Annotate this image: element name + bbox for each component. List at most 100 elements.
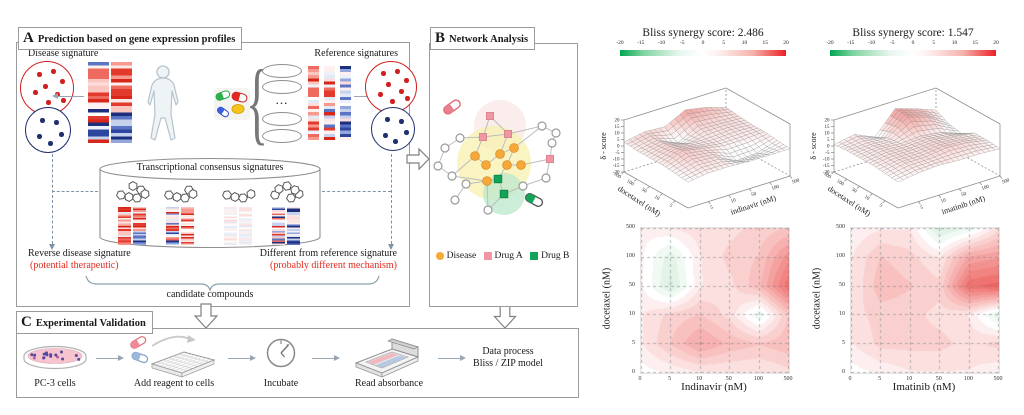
- step-arrow: [438, 358, 460, 359]
- tick-label: 5: [878, 376, 882, 382]
- svg-text:10: 10: [730, 198, 737, 204]
- network-node-other: [483, 205, 493, 215]
- disease-control-circle: [25, 107, 71, 153]
- consensus-strip-pair: [166, 207, 194, 245]
- left-dashed-line: [52, 154, 53, 244]
- heatmap1-yticks: 0 5 10 50 100 500: [613, 224, 637, 375]
- legend-marker: [483, 252, 492, 260]
- tick-label: 5: [842, 340, 845, 346]
- human-silhouette-icon: [147, 65, 179, 141]
- tick-label: 10: [906, 376, 913, 382]
- panel-a-tab: A Prediction based on gene expression pr…: [18, 27, 243, 50]
- sample-dot: [383, 133, 388, 138]
- molecule-cluster-icon: [270, 181, 304, 203]
- tick-label: 500: [626, 224, 635, 230]
- reverse-signature-sub: (potential therapeutic): [30, 260, 119, 271]
- tick-label: 0: [632, 369, 635, 375]
- network-node-disease: [470, 151, 480, 161]
- sample-dot: [390, 99, 395, 104]
- legend-item: Drug A: [483, 251, 523, 261]
- tick-label: -15: [637, 40, 645, 46]
- network-graph: [433, 99, 561, 215]
- tick-label: 5: [632, 340, 635, 346]
- network-node-disease: [481, 160, 491, 170]
- tick-label: 20: [783, 40, 789, 46]
- a-to-c-arrow-icon: [193, 303, 219, 329]
- right-dashed-arrowhead: [388, 244, 394, 250]
- sample-dot: [405, 96, 410, 101]
- consensus-strip-pair: [272, 207, 300, 245]
- tick-label: 15: [762, 40, 769, 46]
- sample-dot: [40, 118, 45, 123]
- disease-heatmap-strip: [88, 62, 132, 143]
- network-node-other: [440, 143, 450, 153]
- tick-label: -20: [826, 40, 834, 46]
- heatmap-column: [239, 207, 252, 245]
- svg-text:δ - score: δ - score: [599, 132, 608, 160]
- sample-dot: [61, 98, 66, 103]
- incubate-clock-icon: [266, 338, 296, 368]
- heatmap-column: [308, 66, 319, 140]
- network-node-other: [518, 181, 528, 191]
- tick-label: 5: [932, 40, 936, 46]
- svg-text:5: 5: [878, 203, 883, 209]
- svg-text:-10: -10: [613, 158, 620, 163]
- legend-item: Drug B: [530, 251, 569, 261]
- step-arrowhead: [334, 355, 340, 361]
- tick-label: 5: [668, 376, 672, 382]
- heatmap2-yticks: 0 5 10 50 100 500: [823, 224, 847, 375]
- petri-dish-icon: [23, 345, 87, 370]
- panel-b-tab: B Network Analysis: [430, 27, 536, 50]
- tick-label: 50: [839, 282, 845, 288]
- capsule-icon-drug-b: [524, 193, 544, 207]
- svg-text:-20: -20: [613, 171, 620, 176]
- heatmap-column: [272, 207, 285, 245]
- heatmap-column: [224, 207, 237, 245]
- svg-text:-15: -15: [613, 164, 620, 169]
- svg-text:docetaxel (nM): docetaxel (nM): [616, 184, 662, 218]
- svg-text:-15: -15: [823, 164, 830, 169]
- network-node-drug-a: [504, 130, 513, 139]
- surface1-title: Bliss synergy score: 2.486: [642, 27, 764, 39]
- surface-plot-imatinib: 20151050-5-10-15-20510501005005105010050…: [809, 87, 1011, 218]
- network-node-other: [547, 138, 557, 148]
- reference-strip: [340, 66, 351, 140]
- svg-text:15: 15: [615, 125, 621, 130]
- tick-label: 100: [626, 253, 635, 259]
- tick-label: 5: [722, 40, 726, 46]
- svg-text:5: 5: [668, 203, 673, 209]
- step-arrowhead: [118, 355, 124, 361]
- surface-plot-indinavir: 20151050-5-10-15-20510501005005105010050…: [599, 87, 801, 218]
- heatmap-column: [118, 207, 131, 245]
- drug-library-icon: [214, 88, 250, 120]
- step-label-incubate: Incubate: [263, 378, 299, 389]
- step-label-read: Read absorbance: [354, 378, 424, 389]
- sample-dot: [399, 89, 404, 94]
- svg-text:50: 50: [961, 192, 968, 198]
- step-label-pc3: PC-3 cells: [34, 378, 76, 389]
- to-disease-arrowhead: [52, 93, 58, 99]
- svg-text:docetaxel (nM): docetaxel (nM): [826, 184, 872, 218]
- svg-text:500: 500: [613, 172, 622, 181]
- svg-text:10: 10: [940, 198, 947, 204]
- step-arrowhead: [250, 355, 256, 361]
- reference-case-circle: [365, 61, 417, 113]
- tick-label: 100: [963, 376, 973, 382]
- heatmap2-xticks: 0 5 10 50 100 500: [849, 374, 1003, 382]
- disease-signature-label: Disease signature: [28, 48, 99, 59]
- tick-label: 500: [783, 376, 793, 382]
- compound-plate-icon: [262, 129, 302, 143]
- network-node-other: [455, 133, 465, 143]
- svg-text:5: 5: [827, 138, 830, 143]
- svg-text:500: 500: [823, 172, 832, 181]
- heatmap-column: [181, 207, 194, 245]
- svg-text:500: 500: [792, 178, 801, 185]
- network-node-other: [541, 173, 551, 183]
- svg-text:-5: -5: [825, 151, 830, 156]
- compound-plate-icon: [262, 80, 302, 94]
- molecule-cluster-icon: [116, 181, 150, 203]
- panel-a-letter: A: [23, 30, 34, 46]
- network-node-drug-a: [479, 133, 488, 142]
- tick-label: 500: [993, 376, 1003, 382]
- legend-label: Drug A: [494, 251, 523, 261]
